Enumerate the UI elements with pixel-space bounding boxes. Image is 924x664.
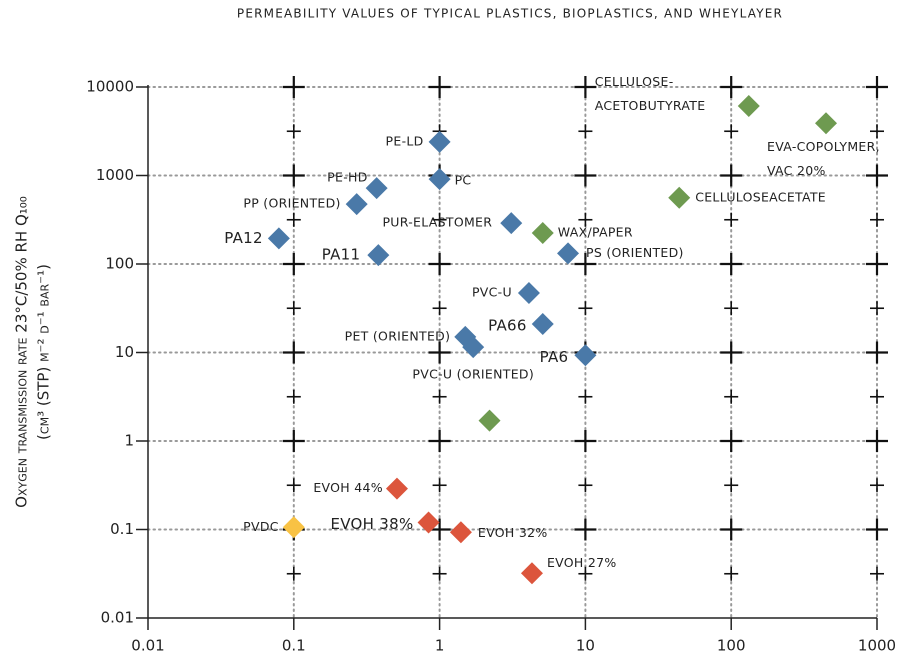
point-label: PA66 bbox=[488, 316, 527, 334]
point-label: EVOH 27% bbox=[547, 555, 617, 570]
x-tick-label: 0.01 bbox=[131, 637, 164, 655]
point-label: PA11 bbox=[322, 246, 361, 264]
point-label: PC bbox=[455, 173, 472, 188]
point-label: CELLULOSE-ACETOBUTYRATE bbox=[595, 73, 706, 112]
x-tick-label: 0.1 bbox=[282, 637, 306, 655]
x-tick-label: 1 bbox=[435, 637, 445, 655]
data-point bbox=[417, 511, 440, 534]
data-point bbox=[668, 186, 691, 209]
point-label: EVA-COPOLYMER, VAC 20% bbox=[767, 139, 880, 178]
point-label: EVOH 32% bbox=[478, 525, 548, 540]
point-label: EVOH 44% bbox=[313, 480, 383, 495]
data-point bbox=[520, 562, 543, 585]
point-label: PVC-U bbox=[472, 285, 512, 300]
data-point bbox=[557, 242, 580, 265]
y-tick-label: 10000 bbox=[86, 78, 134, 96]
data-point bbox=[737, 94, 760, 117]
data-point bbox=[345, 193, 368, 216]
point-label: PVC-U (ORIENTED) bbox=[412, 367, 534, 382]
data-point bbox=[365, 177, 388, 200]
data-point bbox=[478, 409, 501, 432]
x-tick-label: 10 bbox=[576, 637, 595, 655]
point-label: PA12 bbox=[224, 229, 263, 247]
data-point bbox=[449, 521, 472, 544]
y-tick-label: 1 bbox=[124, 432, 134, 450]
y-tick-label: 0.1 bbox=[110, 520, 134, 538]
data-point bbox=[428, 130, 451, 153]
point-label: PUR-ELASTOMER bbox=[382, 215, 492, 230]
data-point bbox=[815, 112, 838, 135]
point-label: PP (ORIENTED) bbox=[243, 196, 340, 211]
point-label: PVDC bbox=[243, 519, 279, 534]
x-tick-label: 100 bbox=[717, 637, 746, 655]
data-point bbox=[517, 282, 540, 305]
point-label: PA6 bbox=[540, 348, 569, 366]
point-label: EVOH 38% bbox=[330, 515, 413, 533]
data-point bbox=[385, 477, 408, 500]
point-label: PE-HD bbox=[327, 170, 367, 185]
data-point bbox=[462, 336, 485, 359]
point-label: PE-LD bbox=[386, 133, 424, 148]
point-label: CELLULOSEACETATE bbox=[695, 189, 826, 204]
data-point bbox=[428, 168, 451, 191]
y-tick-label: 10 bbox=[115, 343, 134, 361]
point-label: WAX/PAPER bbox=[558, 225, 633, 240]
y-tick-label: 100 bbox=[105, 255, 134, 273]
point-label: PS (ORIENTED) bbox=[586, 245, 684, 260]
data-point bbox=[500, 212, 523, 235]
y-tick-label: 1000 bbox=[96, 166, 134, 184]
chart-title: PERMEABILITY VALUES OF TYPICAL PLASTICS,… bbox=[237, 7, 783, 21]
y-label-line: (cm³ (STP) m⁻² d⁻¹ bar⁻¹) bbox=[35, 264, 53, 440]
data-point bbox=[574, 344, 597, 367]
y-label-line: Oxygen transmission rate 23°C/50% RH Q₁₀… bbox=[13, 196, 31, 508]
y-tick-label: 0.01 bbox=[101, 609, 134, 627]
point-label: PET (ORIENTED) bbox=[345, 328, 451, 343]
data-point bbox=[531, 222, 554, 245]
data-point bbox=[531, 312, 554, 335]
data-point bbox=[367, 244, 390, 267]
data-point bbox=[282, 516, 305, 539]
x-tick-label: 1000 bbox=[858, 637, 896, 655]
data-point bbox=[267, 227, 290, 250]
y-axis-label: Oxygen transmission rate 23°C/50% RH Q₁₀… bbox=[13, 196, 53, 508]
